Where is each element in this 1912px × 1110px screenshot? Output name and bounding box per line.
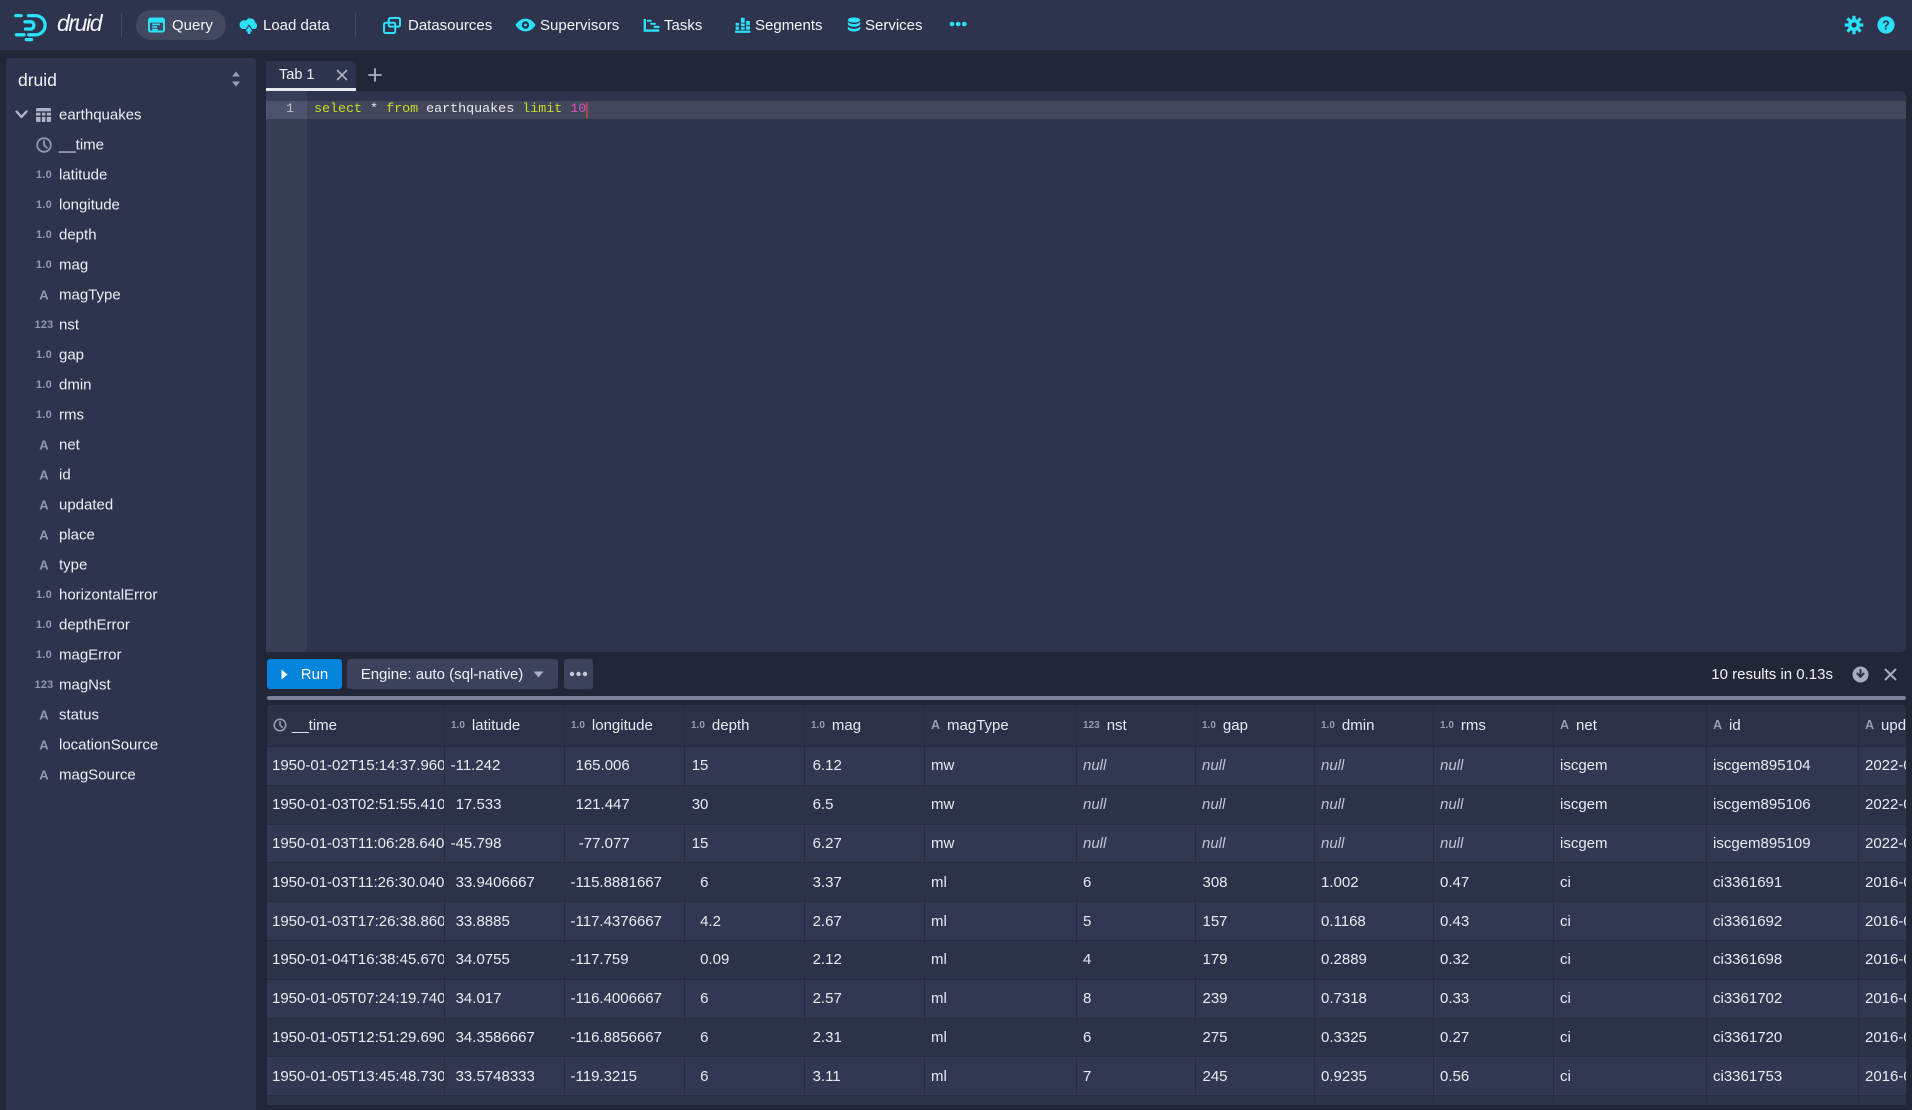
svg-text:?: ? bbox=[1882, 18, 1890, 32]
